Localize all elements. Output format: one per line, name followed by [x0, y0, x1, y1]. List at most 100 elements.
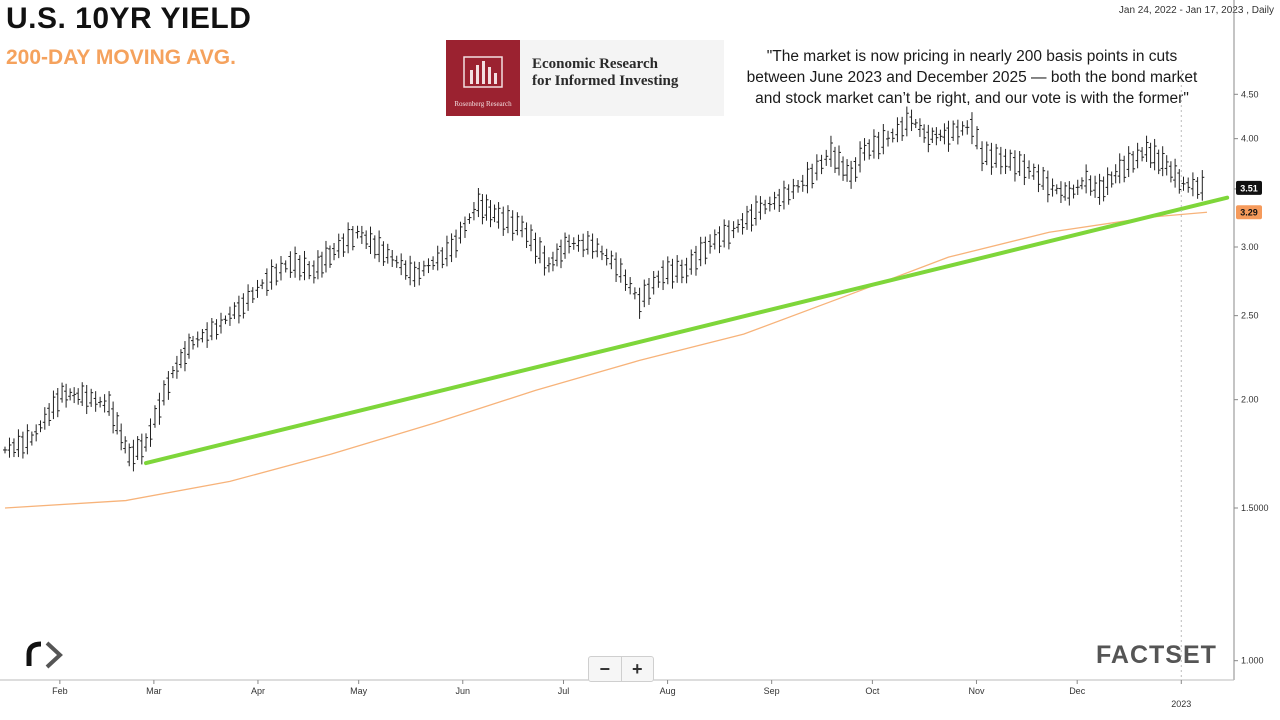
- ohlc-bar: [38, 420, 43, 433]
- ohlc-bar: [119, 423, 124, 451]
- banner-line-1: Economic Research: [532, 56, 658, 72]
- x-tick-label: Nov: [968, 686, 985, 696]
- ohlc-bar: [800, 174, 805, 192]
- ohlc-bar: [1041, 166, 1046, 191]
- ohlc-bar: [1093, 175, 1098, 198]
- ohlc-bar: [698, 236, 703, 267]
- moving-average-line: [4, 211, 1208, 509]
- ohlc-bar: [913, 119, 918, 129]
- ohlc-bar: [1164, 155, 1169, 176]
- ohlc-bar: [89, 388, 94, 407]
- ohlc-bar: [656, 270, 661, 288]
- ohlc-bar: [166, 371, 171, 400]
- ohlc-bar: [604, 248, 609, 266]
- ohlc-bar: [909, 109, 914, 132]
- ohlc-bar: [845, 159, 850, 182]
- ohlc-bar: [200, 328, 205, 343]
- ohlc-bar: [484, 194, 489, 221]
- last-price-badge: 3.51: [1236, 180, 1262, 195]
- ohlc-bar: [11, 438, 16, 458]
- ohlc-bar: [745, 205, 750, 230]
- ohlc-bar: [476, 187, 481, 218]
- zoom-in-button[interactable]: +: [620, 657, 654, 681]
- ohlc-bar: [717, 226, 722, 254]
- ohlc-bar: [84, 384, 89, 415]
- ohlc-bar: [403, 260, 408, 280]
- factset-logo: FACTSET: [1096, 641, 1217, 669]
- ohlc-bar: [431, 256, 436, 270]
- ohlc-bar: [480, 194, 485, 225]
- ohlc-bar: [749, 204, 754, 232]
- ohlc-bar: [965, 120, 970, 135]
- ohlc-bar: [288, 251, 293, 278]
- ohlc-bar: [421, 260, 426, 277]
- ohlc-bar: [467, 213, 472, 224]
- price-bars-layer: [3, 106, 1205, 472]
- ohlc-bar: [576, 234, 581, 252]
- banner: Economic Research for Informed Investing: [520, 40, 724, 116]
- ohlc-bar: [679, 259, 684, 284]
- ohlc-bar: [440, 247, 445, 269]
- ohlc-bar: [960, 121, 965, 136]
- ohlc-bar: [471, 202, 476, 221]
- ohlc-bar: [1140, 147, 1145, 162]
- ohlc-bar: [867, 139, 872, 160]
- ohlc-bar: [772, 191, 777, 210]
- ohlc-bar: [55, 387, 60, 418]
- ohlc-bar: [1067, 181, 1072, 206]
- ohlc-bar: [758, 196, 763, 220]
- ohlc-bar: [1050, 178, 1055, 197]
- last-price-badge-label: 3.51: [1240, 183, 1258, 193]
- rosenberg-logo: Rosenberg Research: [446, 40, 520, 116]
- ohlc-bar: [131, 439, 136, 472]
- ohlc-bar: [646, 277, 651, 305]
- ohlc-bar: [1105, 167, 1110, 196]
- ohlc-bar: [223, 315, 228, 325]
- ohlc-bar: [1054, 184, 1059, 195]
- ohlc-bar: [178, 349, 183, 369]
- ohlc-bar: [205, 322, 210, 348]
- ohlc-bar: [435, 245, 440, 271]
- ohlc-bar: [567, 234, 572, 254]
- ohlc-bar: [876, 131, 881, 160]
- ohlc-bar: [951, 120, 956, 141]
- ohlc-bar: [170, 366, 175, 379]
- ohlc-bar: [886, 130, 891, 147]
- ohlc-bar: [364, 230, 369, 249]
- ohlc-bar: [618, 258, 623, 283]
- ohlc-bar: [80, 382, 85, 407]
- ohlc-bar: [1012, 150, 1017, 182]
- ohlc-bar: [1109, 171, 1114, 188]
- ohlc-bar: [1190, 172, 1195, 197]
- ohlc-bar: [302, 250, 307, 281]
- zoom-out-button[interactable]: −: [599, 658, 610, 679]
- ohlc-bar: [111, 401, 116, 434]
- quote-line-1: "The market is now pricing in nearly 200…: [766, 48, 1178, 65]
- ohlc-bar: [25, 424, 30, 455]
- ohlc-bar: [1071, 184, 1076, 199]
- ohlc-bar: [934, 127, 939, 146]
- ohlc-bar: [849, 160, 854, 189]
- ohlc-bar: [520, 215, 525, 238]
- ohlc-bar: [107, 391, 112, 416]
- ohlc-bar: [34, 424, 39, 442]
- ohlc-bar: [989, 142, 994, 175]
- ohlc-bar: [381, 241, 386, 266]
- x-tick-label: Jun: [456, 686, 471, 696]
- ohlc-bar: [408, 255, 413, 286]
- ohlc-bar: [246, 284, 251, 311]
- x-tick-label: Jul: [558, 686, 570, 696]
- ohlc-bar: [693, 245, 698, 276]
- ohlc-bar: [559, 239, 564, 269]
- banner-text: Economic Research for Informed Investing: [532, 56, 678, 90]
- ohlc-bar: [895, 117, 900, 143]
- ohlc-bar: [174, 355, 179, 379]
- ohlc-bar: [1003, 148, 1008, 174]
- ohlc-bar: [786, 184, 791, 205]
- ohlc-bar: [139, 433, 144, 465]
- ohlc-bar: [581, 233, 586, 258]
- ohlc-bar: [554, 243, 559, 267]
- ohlc-bar: [781, 180, 786, 210]
- ohlc-bar: [332, 242, 337, 261]
- ohlc-bar: [186, 333, 191, 359]
